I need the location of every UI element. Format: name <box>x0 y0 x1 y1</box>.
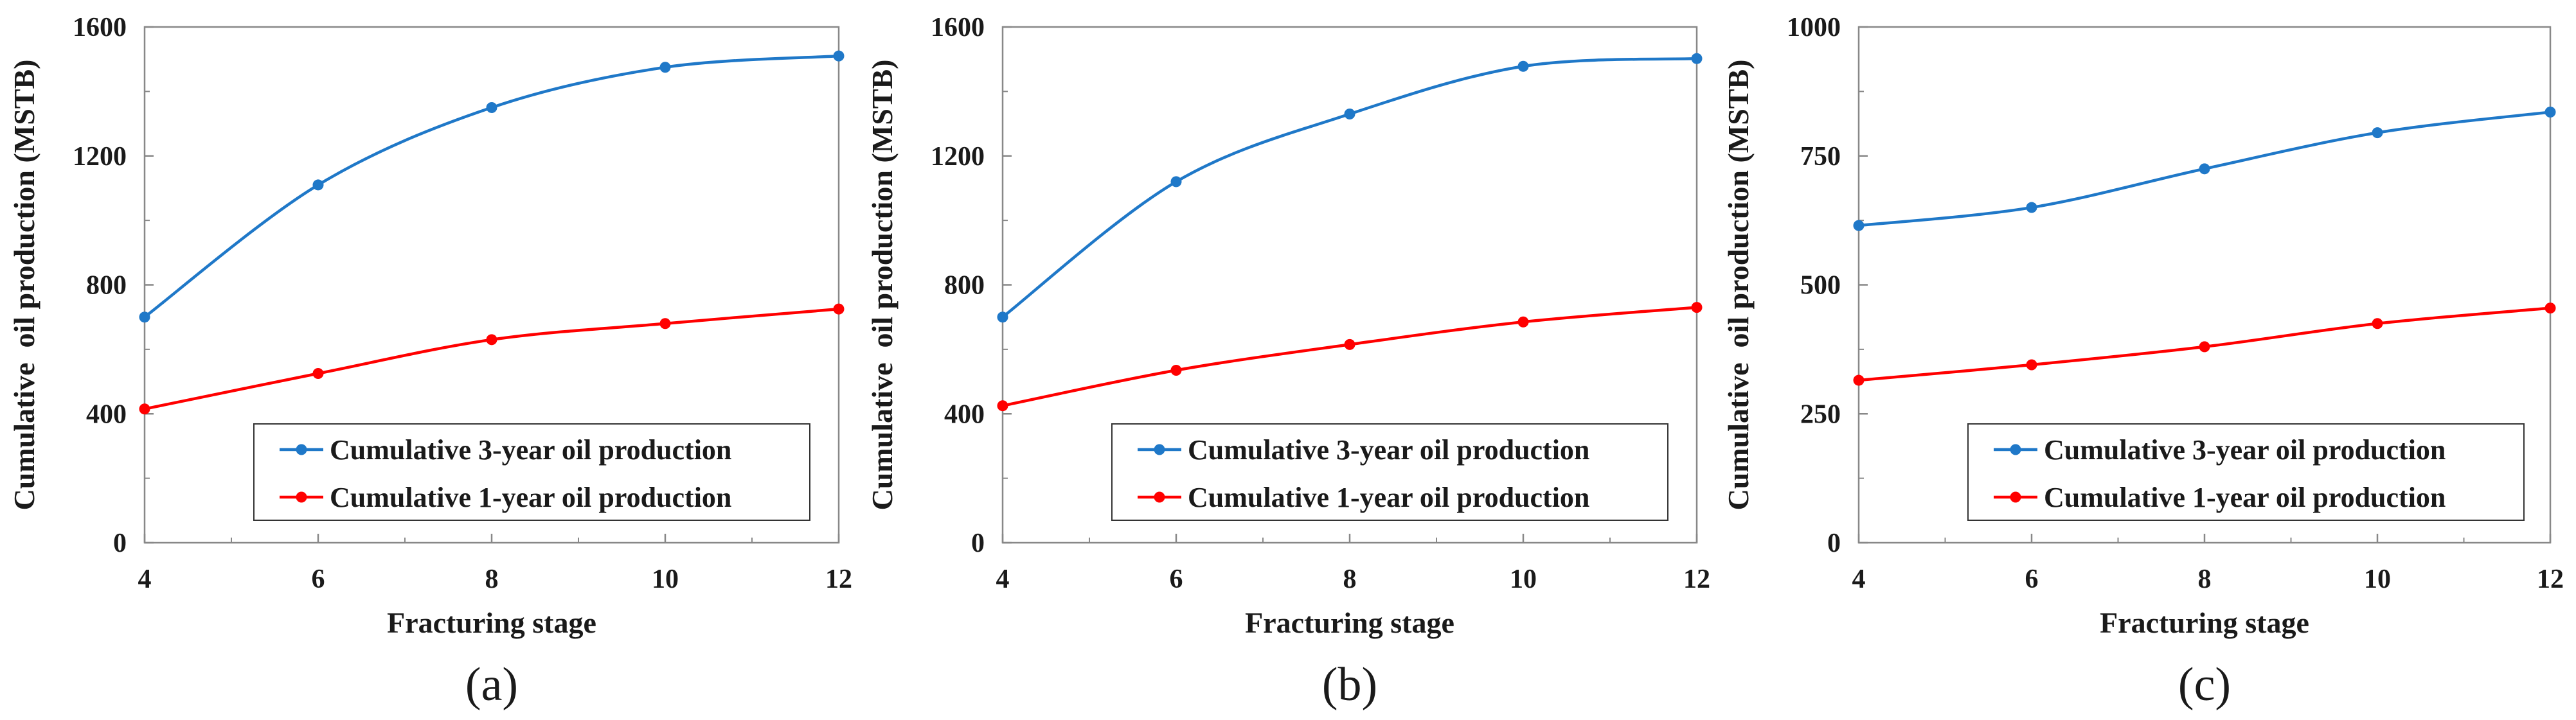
x-axis-title: Fracturing stage <box>1245 606 1454 639</box>
y-tick-label: 400 <box>944 400 985 429</box>
x-axis-title: Fracturing stage <box>2100 606 2309 639</box>
legend: Cumulative 3-year oil production Cumulati… <box>1111 423 1668 521</box>
x-tick-label: 4 <box>996 565 1010 594</box>
data-point <box>1691 302 1703 313</box>
chart-panel-3: 0 250 500 750 1000 4 6 8 10 12 Fracturing stage Cum… <box>1722 13 2564 711</box>
legend-swatch-marker <box>2010 491 2021 503</box>
legend-label: Cumulative 3-year oil production <box>1188 434 1589 466</box>
legend-label: Cumulative 1-year oil production <box>1188 482 1589 513</box>
x-tick-label: 8 <box>1343 565 1357 594</box>
data-point <box>1517 316 1529 328</box>
legend-box <box>1111 423 1668 521</box>
panel-caption: (c) <box>2178 658 2231 711</box>
data-point <box>1170 176 1182 188</box>
x-tick-label: 12 <box>1683 565 1710 594</box>
y-tick-label: 800 <box>944 271 985 301</box>
data-point <box>2372 318 2383 329</box>
data-point <box>2199 341 2210 353</box>
legend-box <box>1967 423 2525 521</box>
data-point <box>312 368 324 380</box>
legend-label: Cumulative 1-year oil production <box>330 482 731 513</box>
y-tick-label: 250 <box>1800 400 1841 429</box>
data-point <box>997 400 1008 412</box>
legend-label: Cumulative 1-year oil production <box>2044 482 2446 513</box>
data-point <box>2372 127 2383 139</box>
y-tick-label: 1200 <box>931 142 985 171</box>
x-tick-label: 10 <box>2364 565 2391 594</box>
legend-box <box>253 423 810 521</box>
legend-swatch-marker <box>1154 444 1165 455</box>
data-point <box>1344 338 1355 350</box>
y-tick-label: 800 <box>86 271 127 301</box>
x-tick-label: 6 <box>312 565 325 594</box>
data-point <box>1517 60 1529 72</box>
legend-swatch-marker <box>296 491 307 503</box>
data-point <box>2026 359 2037 371</box>
x-tick-label: 12 <box>825 565 852 594</box>
y-tick-label: 400 <box>86 400 127 429</box>
legend-label: Cumulative 3-year oil production <box>330 434 731 466</box>
data-point <box>312 179 324 191</box>
data-point <box>139 403 150 415</box>
data-point <box>2545 303 2556 314</box>
x-tick-label: 8 <box>485 565 499 594</box>
x-tick-label: 10 <box>652 565 679 594</box>
data-point <box>833 50 845 62</box>
chart-panel-2: 0 400 800 1200 1600 4 6 8 10 12 Fracturing stage Cu… <box>866 13 1710 711</box>
data-point <box>659 318 671 329</box>
y-tick-label: 0 <box>1827 529 1841 558</box>
data-point <box>659 62 671 73</box>
y-tick-label: 1600 <box>931 13 985 42</box>
x-tick-label: 6 <box>2025 565 2039 594</box>
x-tick-label: 4 <box>138 565 152 594</box>
data-point <box>2199 163 2210 175</box>
legend-swatch-marker <box>296 444 307 455</box>
y-tick-label: 1600 <box>73 13 127 42</box>
x-axis-title: Fracturing stage <box>387 606 596 639</box>
data-point <box>1691 53 1703 64</box>
y-axis-title: Cumulative oil production (MSTB) <box>1722 60 1755 511</box>
data-point <box>486 334 497 346</box>
y-tick-label: 0 <box>971 529 985 558</box>
data-point <box>2026 202 2037 213</box>
data-point <box>997 312 1008 323</box>
data-point <box>2545 106 2556 118</box>
legend-label: Cumulative 3-year oil production <box>2044 434 2446 466</box>
chart-panel-1: 0 400 800 1200 1600 4 6 8 10 12 Fracturing stage Cu… <box>8 13 852 711</box>
y-tick-label: 500 <box>1800 271 1841 301</box>
data-point <box>1344 109 1355 120</box>
x-tick-label: 4 <box>1852 565 1866 594</box>
legend: Cumulative 3-year oil production Cumulati… <box>253 423 810 521</box>
data-point <box>486 101 497 113</box>
legend-swatch-marker <box>2010 444 2021 455</box>
x-tick-label: 8 <box>2198 565 2212 594</box>
y-tick-label: 1000 <box>1787 13 1841 42</box>
data-point <box>139 312 150 323</box>
data-point <box>1853 220 1865 231</box>
panel-caption: (b) <box>1322 658 1377 711</box>
y-axis-title: Cumulative oil production (MSTB) <box>866 60 899 511</box>
y-tick-label: 1200 <box>73 142 127 171</box>
x-tick-label: 6 <box>1170 565 1183 594</box>
legend: Cumulative 3-year oil production Cumulati… <box>1967 423 2525 521</box>
x-tick-label: 10 <box>1510 565 1537 594</box>
y-axis-title: Cumulative oil production (MSTB) <box>8 60 40 511</box>
y-tick-label: 0 <box>113 529 127 558</box>
data-point <box>1853 374 1865 386</box>
panel-caption: (a) <box>465 658 518 711</box>
data-point <box>833 303 845 315</box>
y-tick-label: 750 <box>1800 142 1841 171</box>
x-tick-label: 12 <box>2537 565 2564 594</box>
data-point <box>1170 364 1182 376</box>
legend-swatch-marker <box>1154 491 1165 503</box>
